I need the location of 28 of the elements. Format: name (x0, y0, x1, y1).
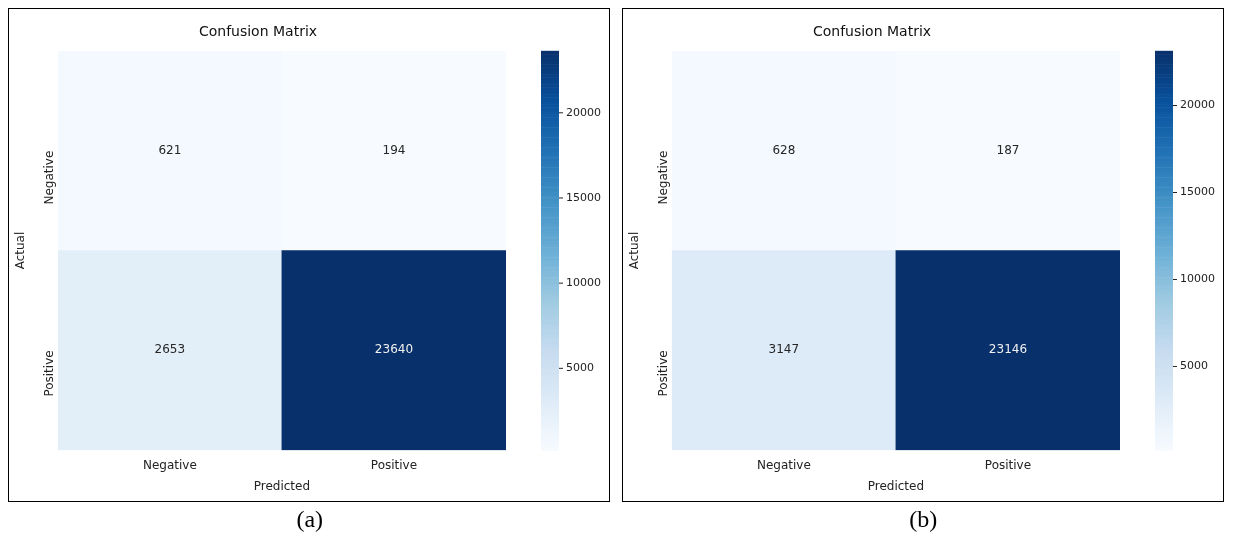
color-bar-label: 5000 (566, 361, 594, 375)
data-label: 628 (771, 142, 795, 157)
chart-title: Confusion Matrix (198, 23, 318, 40)
x-axis-title: Predicted (867, 478, 924, 493)
text: (a) (295, 506, 325, 533)
data-label: 194 (382, 142, 406, 157)
data-label: 23640 (374, 342, 414, 357)
text: (b) (908, 506, 939, 533)
color-bar-label: 5000 (1179, 359, 1208, 373)
color-bar-label: 20000 (566, 105, 601, 119)
data-label: 23146 (988, 342, 1027, 357)
data-label: 2653 (154, 342, 186, 357)
data-label: 187 (996, 142, 1019, 157)
data-label: 621 (158, 142, 182, 157)
x-tick-label: Positive (984, 457, 1031, 472)
color-bar-label: 15000 (566, 190, 601, 204)
color-bar-label: 10000 (1179, 272, 1215, 286)
x-axis-title: Predicted (253, 478, 311, 493)
y-axis-title: Actual (626, 231, 641, 270)
color-bar-label: 10000 (566, 276, 601, 290)
chart-title: Confusion Matrix (812, 23, 931, 40)
x-tick-label: Negative (756, 457, 811, 472)
x-tick-label: Positive (370, 457, 418, 472)
x-tick-label: Negative (142, 457, 197, 472)
y-axis-title: Actual (13, 231, 28, 270)
data-label: 3147 (768, 342, 799, 357)
color-bar-label: 15000 (1179, 185, 1215, 199)
color-bar-label: 20000 (1179, 98, 1215, 112)
